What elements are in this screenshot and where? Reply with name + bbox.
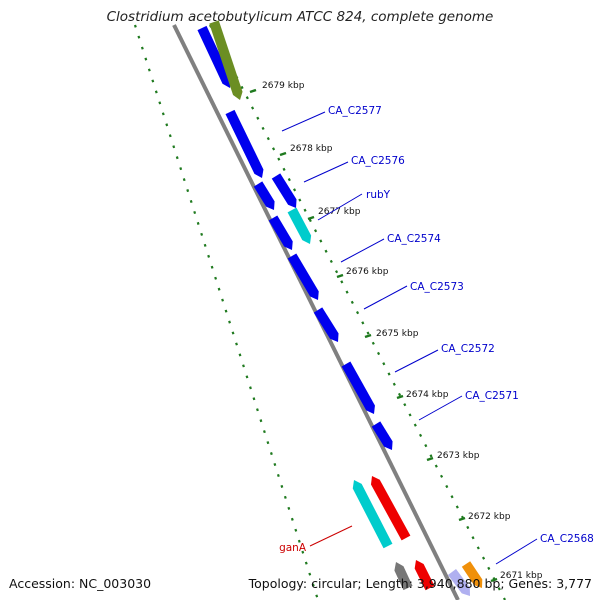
gene-label[interactable]: CA_C2571 [465,390,519,402]
gene-arrow[interactable] [341,361,379,417]
gene-arrow[interactable] [287,207,315,247]
gene-arrow[interactable] [209,20,244,101]
gene-label[interactable]: CA_C2573 [410,281,464,293]
gene-arrow[interactable] [368,474,411,541]
gene-label[interactable]: CA_C2576 [351,155,405,167]
label-leader-line [309,525,353,547]
gene-arrow[interactable] [461,561,486,591]
gene-arrow[interactable] [253,181,279,212]
tick-label: 2672 kbp [468,512,511,522]
tick-marks: 2679 kbp 2678 kbp 2677 kbp 2676 kbp 2675 kbp… [249,81,543,583]
gene-labels: CA_C2577 CA_C2576 rubY CA_C2574 CA_C2573 CA_C… [279,105,594,565]
gene-label[interactable]: CA_C2568 [540,533,594,545]
gene-arrow[interactable] [391,560,413,591]
tick-label: 2676 kbp [346,267,389,277]
gene-arrow[interactable] [447,569,474,599]
label-leader-line [303,161,349,183]
tick-label: 2674 kbp [406,390,449,400]
label-leader-line [394,349,439,373]
gene-label[interactable]: ganA [279,542,307,554]
tick-mark [426,456,434,462]
dotted-guides [133,24,506,600]
gene-arrow[interactable] [313,307,342,344]
tick-mark [279,151,287,157]
gene-arrow[interactable] [197,25,234,90]
accession-text: Accession: NC_003030 [9,576,152,591]
tick-mark [336,273,344,279]
gene-label[interactable]: rubY [366,189,391,201]
gene-arrow[interactable] [371,421,397,452]
gene-arrow[interactable] [412,558,435,591]
tick-mark [307,215,315,221]
tick-mark [249,88,257,94]
gene-arrow[interactable] [268,215,297,252]
gene-features [197,20,486,599]
label-leader-line [281,111,326,132]
label-leader-line [340,238,385,263]
gene-arrow[interactable] [350,478,393,549]
label-leader-line [418,395,463,421]
tick-label: 2673 kbp [437,451,480,461]
tick-mark [458,516,466,522]
gene-arrow[interactable] [225,109,267,180]
genome-summary-text: Topology: circular; Length: 3,940,880 bp… [248,576,592,591]
gene-label[interactable]: CA_C2574 [387,233,441,245]
gene-arrow[interactable] [271,173,300,210]
tick-mark [364,333,372,339]
tick-label: 2678 kbp [290,144,333,154]
tick-mark [396,394,404,400]
label-leader-line [363,285,408,310]
map-title: Clostridium acetobutylicum ATCC 824, com… [106,9,494,25]
guide-dots-2 [209,24,506,600]
gene-label[interactable]: CA_C2577 [328,105,382,117]
gene-arrow[interactable] [287,253,323,302]
tick-label: 2679 kbp [262,81,305,91]
label-leader-line [495,538,538,565]
tick-mark [490,577,498,583]
gene-label[interactable]: CA_C2572 [441,343,495,355]
label-leader-line [317,193,363,221]
guide-dots-1 [133,24,320,600]
tick-label: 2675 kbp [376,329,419,339]
tick-label: 2671 kbp [500,571,543,581]
tick-label: 2677 kbp [318,207,361,217]
